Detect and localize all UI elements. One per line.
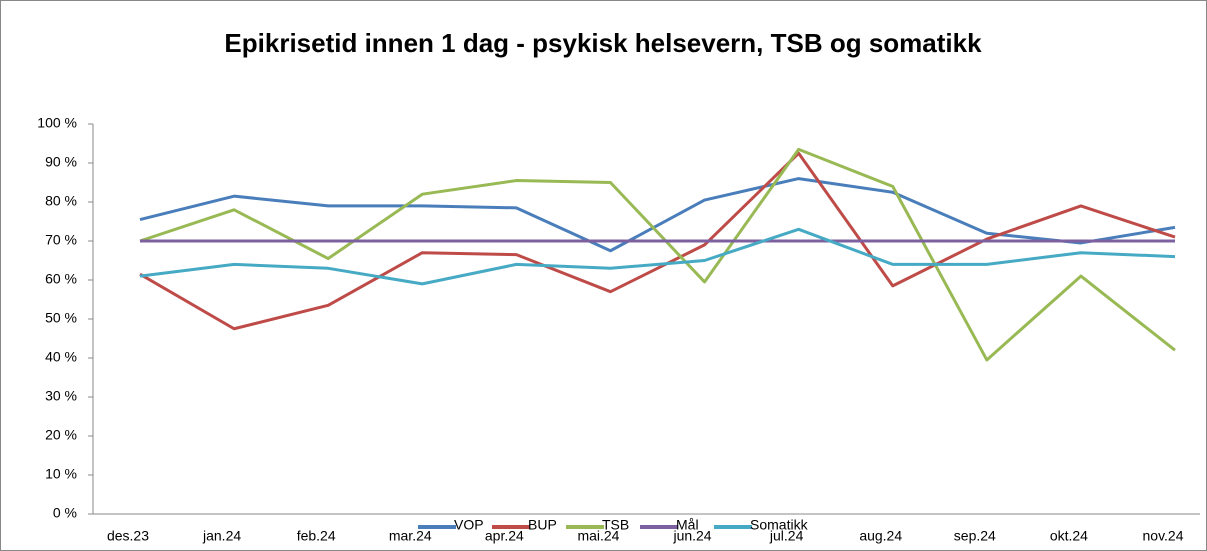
y-tick-label: 50 % xyxy=(45,310,77,326)
y-tick-label: 40 % xyxy=(45,349,77,365)
legend-label: VOP xyxy=(454,517,484,533)
x-tick-label: feb.24 xyxy=(297,528,336,544)
legend-label: TSB xyxy=(602,517,629,533)
y-tick-label: 100 % xyxy=(37,115,77,131)
y-tick-label: 60 % xyxy=(45,271,77,287)
y-tick-label: 30 % xyxy=(45,388,77,404)
x-tick-label: jun.24 xyxy=(672,528,711,544)
x-tick-label: mai.24 xyxy=(577,528,619,544)
legend-label: Mål xyxy=(676,517,699,533)
legend-label: Somatikk xyxy=(750,517,809,533)
x-tick-label: apr.24 xyxy=(485,528,524,544)
x-tick-label: mar.24 xyxy=(389,528,432,544)
y-tick-label: 20 % xyxy=(45,427,77,443)
x-tick-label: nov.24 xyxy=(1143,528,1184,544)
y-tick-label: 70 % xyxy=(45,232,77,248)
series-line xyxy=(139,151,1176,331)
series-line xyxy=(139,227,1176,286)
x-tick-label: jul.24 xyxy=(769,528,804,544)
x-tick-label: des.23 xyxy=(107,528,149,544)
y-tick-label: 80 % xyxy=(45,193,77,209)
legend-label: BUP xyxy=(528,517,557,533)
series-line xyxy=(139,147,1176,362)
x-tick-label: sep.24 xyxy=(954,528,996,544)
x-tick-label: okt.24 xyxy=(1050,528,1088,544)
chart-title: Epikrisetid innen 1 dag - psykisk helsev… xyxy=(224,28,982,58)
y-tick-label: 90 % xyxy=(45,154,77,170)
x-tick-label: jan.24 xyxy=(202,528,241,544)
y-tick-label: 10 % xyxy=(45,466,77,482)
y-tick-label: 0 % xyxy=(53,505,77,521)
x-tick-label: aug.24 xyxy=(859,528,902,544)
